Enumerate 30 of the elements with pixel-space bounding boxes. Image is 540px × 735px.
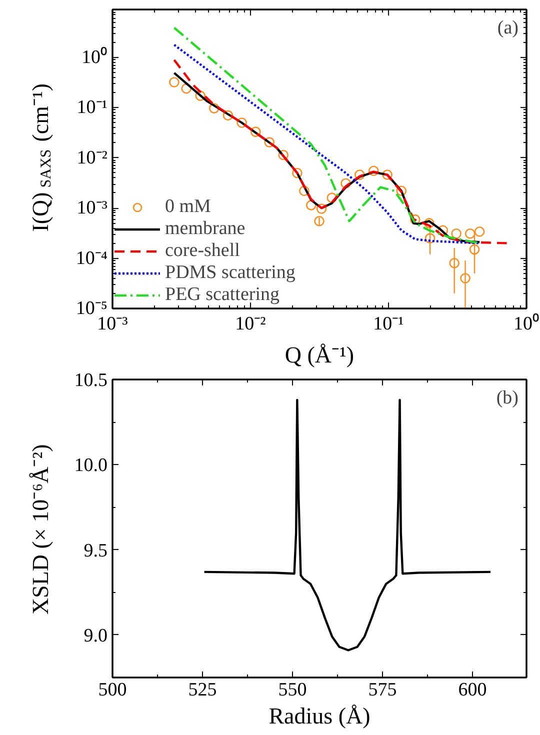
y-tick-label: 10.5: [74, 370, 108, 391]
x-tick-label: 500: [98, 680, 127, 700]
x-tick-label: 10⁰: [514, 312, 540, 334]
x-axis-title: Radius (Å): [268, 704, 370, 728]
x-tick-label: 10⁻³: [97, 314, 128, 334]
legend-label: PEG scattering: [165, 284, 280, 306]
y-tick-label: 10⁻²: [76, 147, 108, 168]
x-axis-title: Q (Å⁻¹): [284, 342, 354, 368]
legend-label: membrane: [165, 218, 246, 240]
y-tick-label: 10⁰: [82, 46, 108, 68]
y-tick-label: 10⁻¹: [76, 97, 108, 118]
x-tick-label: 575: [368, 680, 397, 700]
y-tick-label: 9.5: [84, 540, 108, 562]
x-tick-label: 550: [278, 680, 307, 700]
x-tick-label: 600: [458, 680, 487, 700]
annotation: (a): [497, 18, 519, 38]
line-series: [203, 398, 492, 652]
x-tick-label: 10⁻¹: [373, 314, 404, 334]
x-tick-label: 525: [188, 680, 217, 700]
y-tick-label: 9.0: [84, 625, 108, 646]
y-axis-title: I(Q)SAXS (cm⁻¹): [28, 83, 54, 232]
legend-label: PDMS scattering: [165, 262, 296, 284]
legend-label: core-shell: [165, 240, 240, 262]
y-tick-label: 10⁻⁴: [76, 248, 108, 269]
y-tick-label: 10.0: [74, 455, 108, 476]
x-tick-label: 10⁻²: [235, 314, 266, 334]
annotation: (b): [496, 388, 518, 408]
legend-label: 0 mM: [165, 196, 211, 218]
y-tick-label: 10⁻³: [76, 198, 108, 219]
y-axis-title: XSLD (× 10⁻⁶Å⁻²): [28, 444, 53, 615]
